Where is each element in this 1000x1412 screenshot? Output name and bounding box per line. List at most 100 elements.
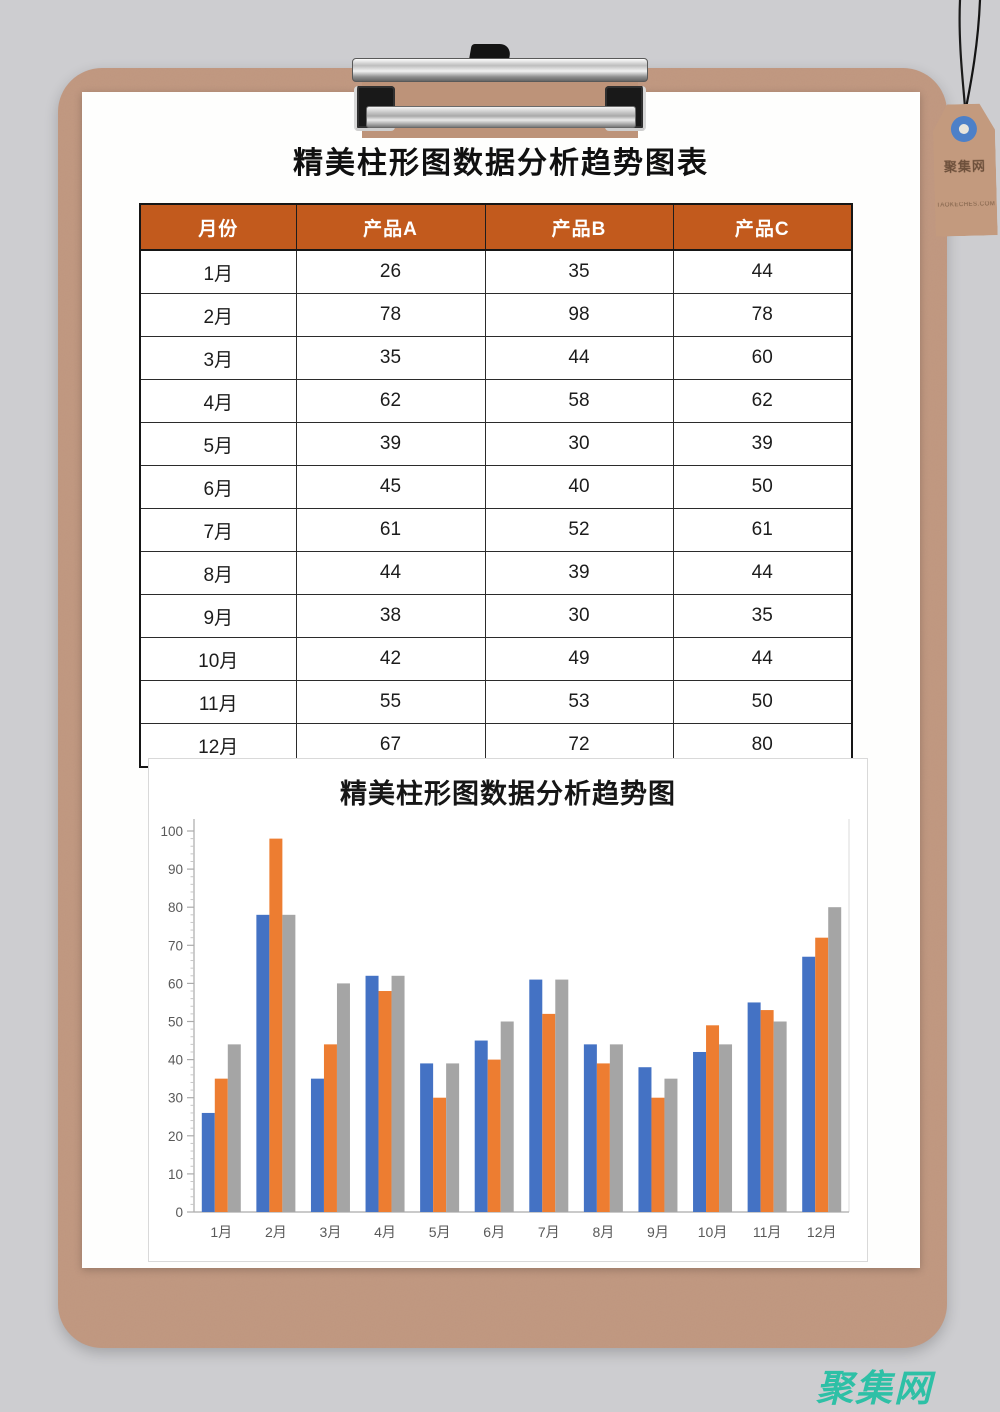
axis-tick-label: 7月 (538, 1224, 560, 1240)
value-cell: 44 (672, 637, 853, 681)
value-cell: 38 (295, 594, 486, 638)
axis-tick-label: 30 (168, 1091, 183, 1106)
bar-产品A-6月 (474, 1040, 488, 1212)
axis-tick-label: 1月 (210, 1224, 232, 1240)
chart-title: 精美柱形图数据分析趋势图 (340, 779, 676, 809)
value-cell: 40 (484, 465, 674, 509)
tag-domain-text: TAOKECHES.COM (936, 201, 996, 209)
month-cell: 11月 (139, 680, 297, 724)
tag-string-icon (958, 0, 982, 109)
bar-产品C-5月 (446, 1063, 460, 1212)
bar-产品C-7月 (555, 979, 569, 1212)
month-cell: 7月 (139, 508, 297, 552)
bar-产品B-9月 (651, 1097, 665, 1212)
clip-top-bar (352, 58, 648, 82)
value-cell: 55 (295, 680, 486, 724)
bar-产品C-2月 (282, 914, 296, 1212)
table-row: 2月 78 98 78 (139, 293, 853, 337)
month-cell: 3月 (139, 336, 297, 380)
clip-bottom-bar (366, 106, 636, 128)
tag-logo-text: 聚集网 (943, 158, 987, 175)
axis-tick-label: 0 (175, 1205, 183, 1220)
axis-tick-label: 100 (160, 824, 183, 839)
axis-tick-label: 10月 (698, 1224, 728, 1240)
axis-tick-label: 5月 (429, 1224, 451, 1240)
bar-产品B-12月 (815, 937, 829, 1212)
clipboard-clip-icon (352, 44, 648, 140)
bar-产品C-8月 (609, 1044, 623, 1212)
bar-产品B-8月 (596, 1063, 610, 1212)
axis-tick-label: 20 (168, 1129, 183, 1144)
paper: 精美柱形图数据分析趋势图表 月份 产品A 产品B 产品C 1月 26 35 44 2月 7… (82, 92, 920, 1268)
tag-body: 聚集网 TAOKECHES.COM (932, 103, 997, 237)
table-row: 4月 62 58 62 (139, 379, 853, 423)
col-header-month: 月份 (139, 203, 297, 251)
bar-chart-svg: 0 10 20 30 40 50 60 70 80 90 100 1月 2月 3月 4月 5月 6月 7月 8月 9月… (160, 819, 850, 1240)
value-cell: 78 (672, 293, 853, 337)
bar-产品C-11月 (773, 1021, 787, 1212)
month-cell: 9月 (139, 594, 297, 638)
axis-tick-label: 9月 (647, 1224, 669, 1240)
value-cell: 26 (295, 249, 486, 294)
axis-tick-label: 6月 (483, 1224, 505, 1240)
bar-产品A-11月 (747, 1002, 761, 1212)
value-cell: 49 (484, 637, 674, 681)
value-cell: 61 (295, 508, 486, 552)
col-header-product-a: 产品A (295, 203, 486, 251)
bar-产品B-10月 (706, 1025, 720, 1212)
axis-tick-label: 10 (168, 1167, 183, 1182)
value-cell: 50 (672, 680, 853, 724)
month-cell: 4月 (139, 379, 297, 423)
table-row: 3月 35 44 60 (139, 336, 853, 380)
table-row: 10月 42 49 44 (139, 637, 853, 681)
bar-产品B-6月 (487, 1059, 501, 1212)
value-cell: 98 (484, 293, 674, 337)
bar-产品A-9月 (638, 1067, 652, 1212)
month-cell: 5月 (139, 422, 297, 466)
value-cell: 44 (672, 249, 853, 294)
tag-grommet-hole (959, 124, 969, 134)
value-cell: 42 (295, 637, 486, 681)
value-cell: 50 (672, 465, 853, 509)
bar-产品A-7月 (529, 979, 543, 1212)
value-cell: 61 (672, 508, 853, 552)
value-cell: 39 (295, 422, 486, 466)
table-row: 1月 26 35 44 (139, 249, 853, 294)
page-title: 精美柱形图数据分析趋势图表 (293, 147, 709, 180)
bar-产品A-3月 (310, 1078, 324, 1212)
value-cell: 30 (484, 422, 674, 466)
bar-产品C-6月 (500, 1021, 514, 1212)
bar-chart: 精美柱形图数据分析趋势图 0 10 20 30 40 50 60 70 80 90 100 1月 2月 3… (148, 758, 868, 1262)
bar-产品A-4月 (365, 975, 379, 1212)
value-cell: 35 (295, 336, 486, 380)
value-cell: 53 (484, 680, 674, 724)
axis-tick-label: 70 (168, 938, 183, 953)
value-cell: 44 (484, 336, 674, 380)
axis-tick-label: 80 (168, 900, 183, 915)
value-cell: 35 (484, 249, 674, 294)
month-cell: 6月 (139, 465, 297, 509)
value-cell: 45 (295, 465, 486, 509)
month-cell: 1月 (139, 249, 297, 294)
bar-产品C-4月 (391, 975, 405, 1212)
axis-tick-label: 11月 (753, 1224, 782, 1240)
bar-产品A-8月 (583, 1044, 597, 1212)
axis-tick-label: 40 (168, 1053, 183, 1068)
bar-产品B-2月 (269, 838, 283, 1212)
value-cell: 58 (484, 379, 674, 423)
table-row: 8月 44 39 44 (139, 551, 853, 595)
value-cell: 44 (672, 551, 853, 595)
bar-产品B-5月 (433, 1097, 447, 1212)
axis-tick-label: 2月 (265, 1224, 287, 1240)
col-header-product-c: 产品C (672, 203, 853, 251)
value-cell: 39 (484, 551, 674, 595)
value-cell: 52 (484, 508, 674, 552)
value-cell: 35 (672, 594, 853, 638)
bar-产品A-10月 (693, 1051, 707, 1212)
site-watermark: 聚集网 (816, 1368, 933, 1409)
bar-产品A-5月 (420, 1063, 434, 1212)
bar-产品B-1月 (214, 1078, 228, 1212)
col-header-product-b: 产品B (484, 203, 674, 251)
bar-产品C-1月 (227, 1044, 241, 1212)
